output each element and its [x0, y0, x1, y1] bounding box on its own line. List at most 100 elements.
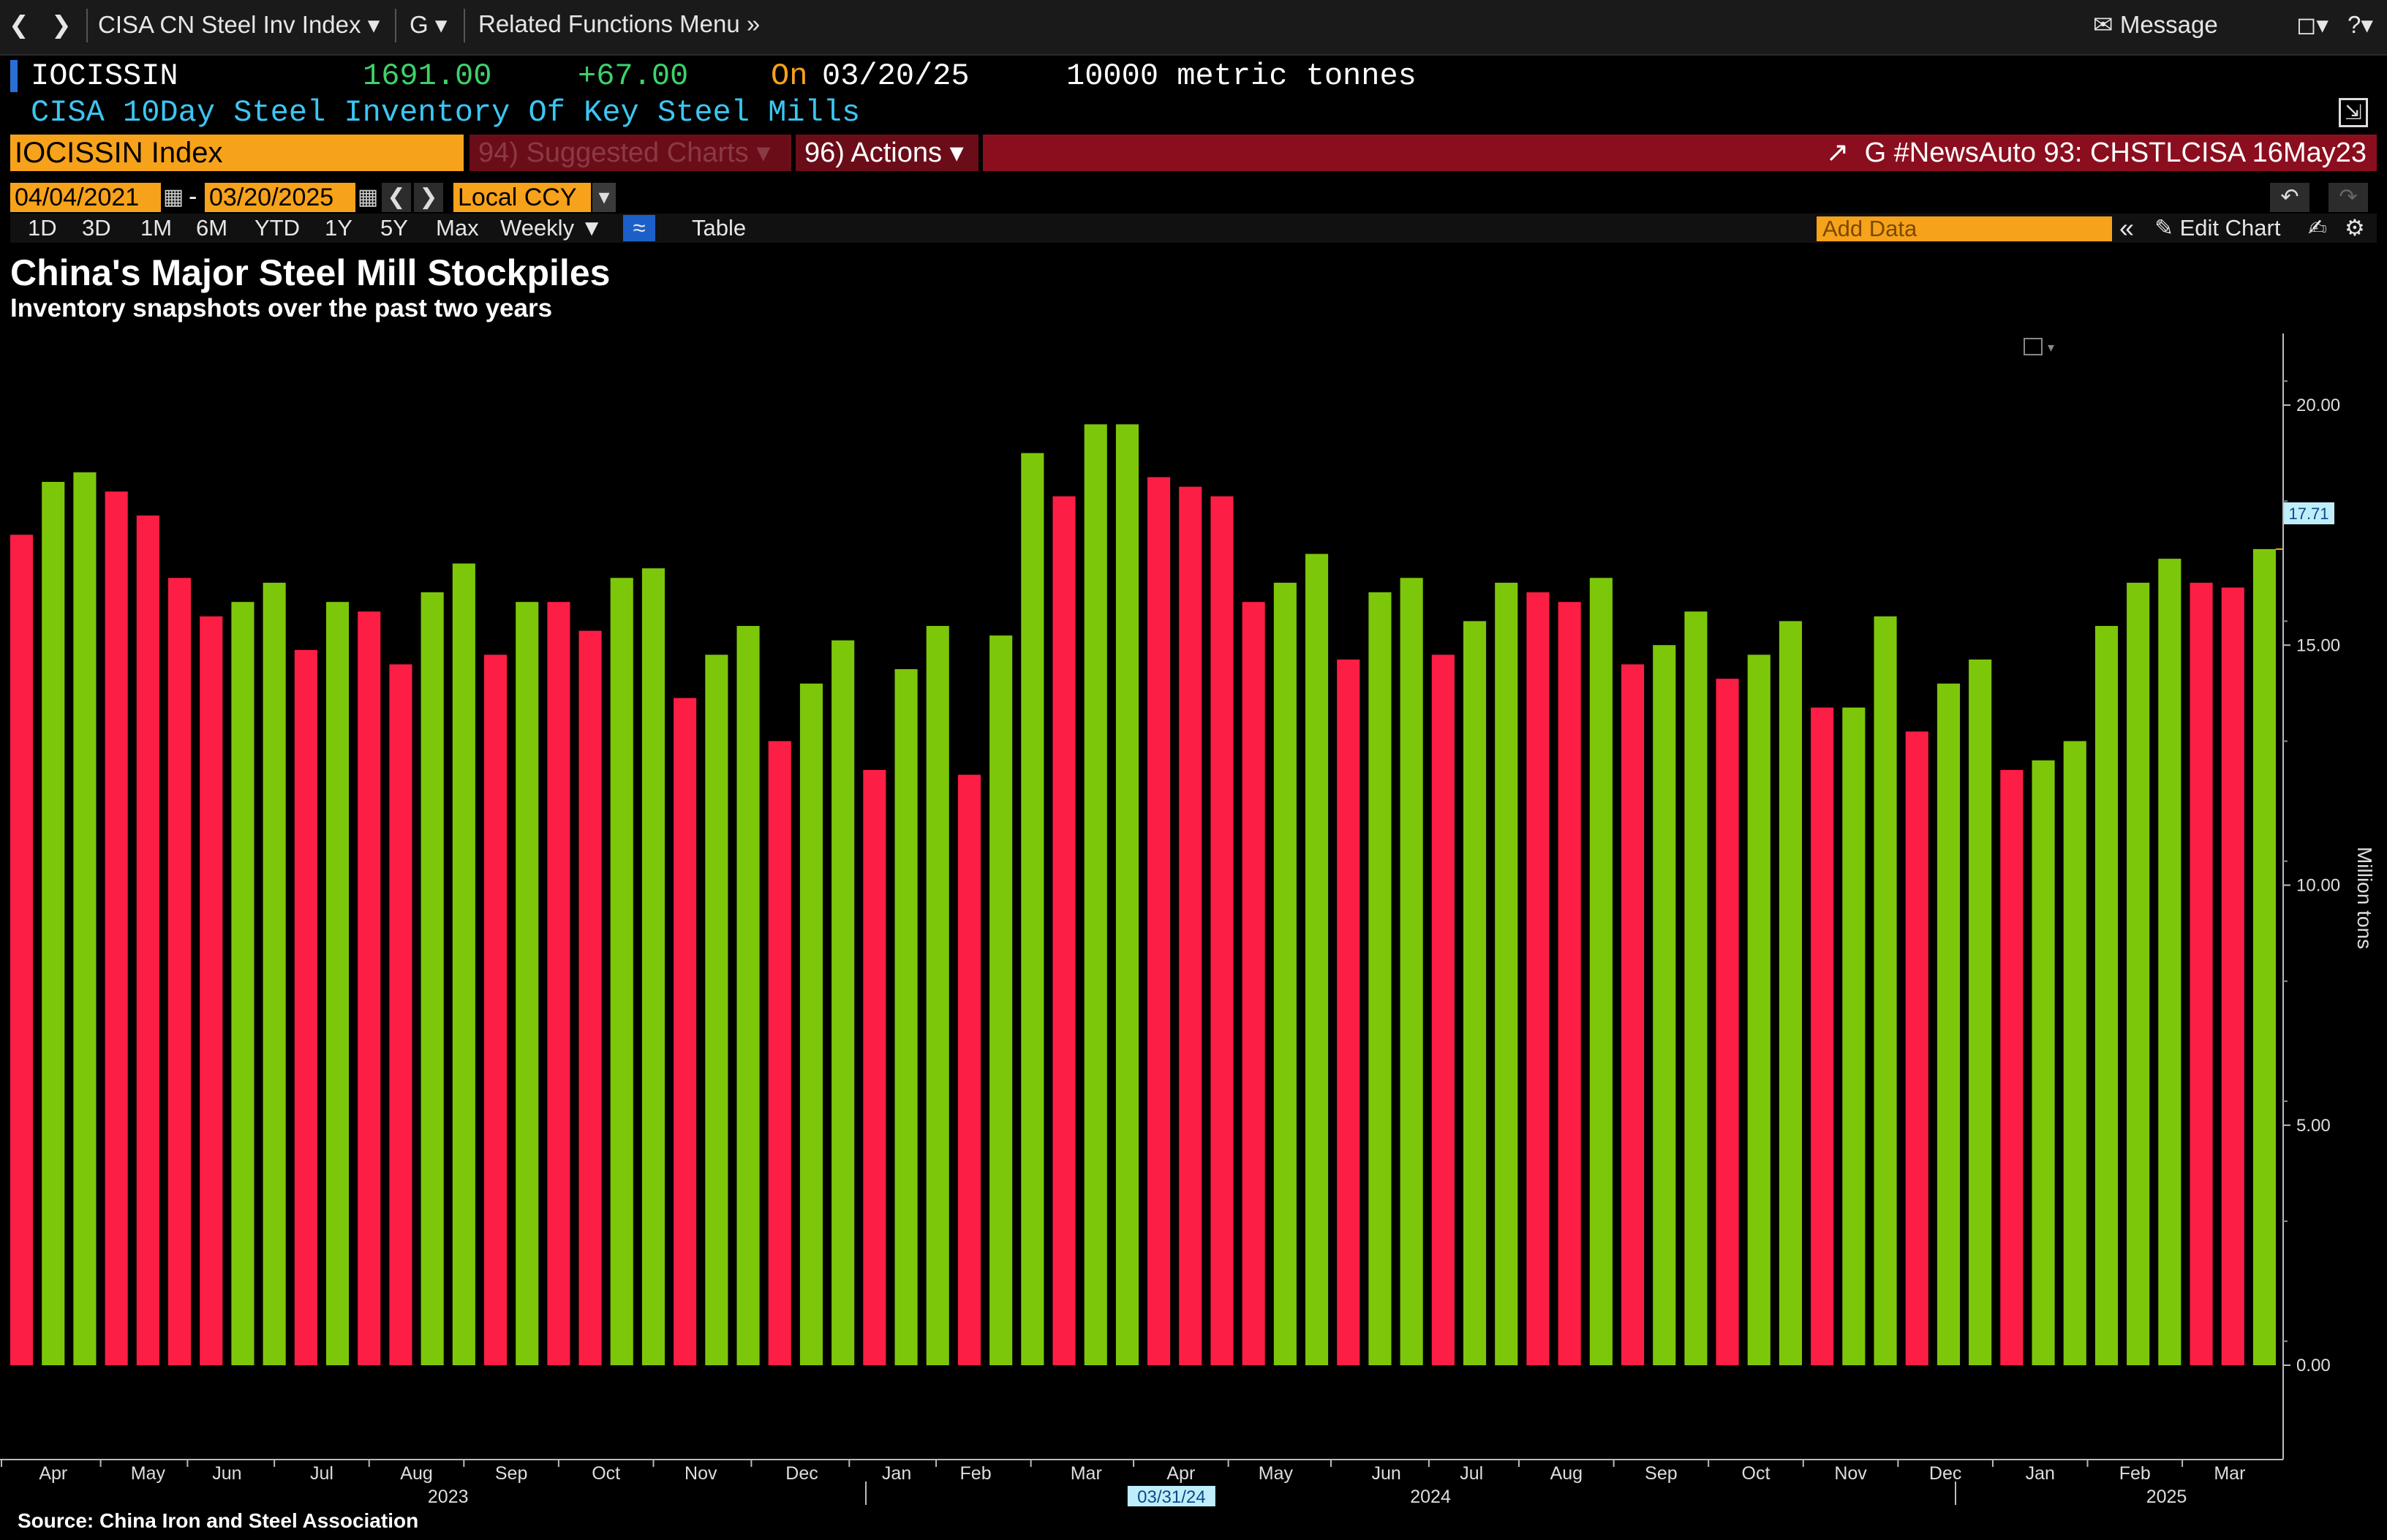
- caret-down-icon[interactable]: ▾: [592, 183, 616, 212]
- edit-chart-button[interactable]: ✎ Edit Chart: [2154, 214, 2280, 243]
- x-month-label: Feb: [960, 1463, 992, 1484]
- chart-bar: [2032, 760, 2055, 1365]
- chart-bar: [484, 654, 508, 1365]
- caret-down-icon: ▾: [756, 137, 771, 168]
- cursor-date-badge: [1127, 1486, 1215, 1506]
- add-data-input[interactable]: Add Data: [1817, 216, 2112, 241]
- chart-bar: [1969, 659, 1992, 1365]
- x-month-label: Sep: [1645, 1463, 1677, 1484]
- annotate-icon[interactable]: ✍: [2308, 215, 2327, 241]
- chart-bar: [263, 582, 286, 1365]
- source-note: Source: China Iron and Steel Association: [18, 1509, 419, 1532]
- chart-bar: [610, 578, 633, 1365]
- chart-bar: [768, 741, 791, 1365]
- x-year-label: 2024: [1410, 1487, 1451, 1506]
- ticker-symbol: IOCISSIN: [31, 58, 178, 94]
- security-name-menu[interactable]: CISA CN Steel Inv Index ▾: [98, 10, 380, 39]
- range-max-button[interactable]: Max: [436, 215, 479, 241]
- y-tick-label: 10.00: [2296, 876, 2340, 896]
- chart-bar: [294, 649, 317, 1365]
- chart-bar: [1842, 707, 1866, 1365]
- chart-bar: [358, 611, 381, 1365]
- date-dash: -: [189, 183, 197, 211]
- security-description: CISA 10Day Steel Inventory Of Key Steel …: [31, 95, 861, 130]
- envelope-icon: ✉: [2093, 11, 2113, 38]
- help-icon[interactable]: ?▾: [2348, 11, 2373, 38]
- back-arrow-icon[interactable]: ❮: [9, 11, 29, 38]
- currency-select[interactable]: Local CCY: [453, 183, 591, 212]
- chart-bar: [326, 602, 350, 1366]
- chart-bar: [2221, 587, 2244, 1365]
- chart-bar: [1621, 664, 1645, 1365]
- x-month-label: Aug: [1550, 1463, 1583, 1484]
- chart-bar: [989, 635, 1013, 1365]
- chart-bar: [2158, 559, 2182, 1365]
- x-month-label: Oct: [592, 1463, 620, 1484]
- chart-bar: [863, 769, 886, 1365]
- g-menu[interactable]: G ▾: [410, 10, 447, 39]
- chart-bar: [73, 472, 97, 1365]
- previous-period-icon[interactable]: ❮: [382, 183, 411, 212]
- units-label: 10000 metric tonnes: [1066, 58, 1417, 94]
- chart-bar: [705, 654, 728, 1365]
- x-month-label: Jan: [882, 1463, 911, 1484]
- calendar-icon[interactable]: ▦: [357, 183, 379, 212]
- collapse-icon[interactable]: «: [2119, 213, 2135, 243]
- chart-bar: [1179, 486, 1202, 1365]
- range-1m-button[interactable]: 1M: [140, 215, 173, 241]
- last-price: 1691.00: [363, 58, 492, 94]
- chart-bar: [736, 626, 760, 1365]
- calendar-icon[interactable]: ▦: [162, 183, 184, 212]
- gear-icon[interactable]: ⚙: [2345, 215, 2365, 241]
- chart-bar: [894, 669, 918, 1365]
- news-headline-link[interactable]: ↗ G #NewsAuto 93: CHSTLCISA 16May23: [983, 135, 2377, 171]
- related-functions-menu[interactable]: Related Functions Menu »: [478, 10, 760, 38]
- chart-bar: [42, 482, 65, 1365]
- command-bar: IOCISSIN Index 94) Suggested Charts ▾ 96…: [10, 135, 2377, 171]
- expand-icon[interactable]: ⇲: [2339, 98, 2368, 127]
- forward-arrow-icon[interactable]: ❯: [51, 11, 72, 38]
- chart-bar: [1495, 582, 1518, 1365]
- x-month-label: Nov: [1834, 1463, 1867, 1484]
- range-6m-button[interactable]: 6M: [196, 215, 228, 241]
- redo-icon[interactable]: ↷: [2328, 183, 2368, 212]
- message-button[interactable]: ✉ Message: [2093, 10, 2218, 39]
- range-3d-button[interactable]: 3D: [82, 215, 111, 241]
- chart-bar: [1684, 611, 1708, 1365]
- chart-bar: [2190, 582, 2213, 1365]
- range-1y-button[interactable]: 1Y: [325, 215, 352, 241]
- security-name-label: CISA CN Steel Inv Index: [98, 11, 361, 38]
- chart-bar: [1400, 578, 1423, 1365]
- x-month-label: Apr: [39, 1463, 67, 1484]
- chart-bar: [1337, 659, 1360, 1365]
- frequency-select[interactable]: Weekly ▼: [500, 214, 603, 243]
- undo-icon[interactable]: ↶: [2270, 183, 2309, 212]
- chart-bar: [926, 626, 949, 1365]
- chart-bar: [1210, 496, 1234, 1366]
- ticker-input[interactable]: IOCISSIN Index: [10, 135, 464, 171]
- range-ytd-button[interactable]: YTD: [254, 215, 300, 241]
- x-month-label: Dec: [1929, 1463, 1961, 1484]
- actions-button[interactable]: 96) Actions ▾: [796, 135, 978, 171]
- chart-bar: [1052, 496, 1076, 1366]
- table-button[interactable]: Table: [692, 215, 747, 241]
- range-toolbar: 1D 3D 1M 6M YTD 1Y 5Y Max Weekly ▼ ≈ Tab…: [10, 214, 2377, 243]
- chart-bar: [105, 491, 128, 1366]
- chart-bar: [10, 535, 34, 1365]
- chart-bar: [2094, 626, 2118, 1365]
- end-date-input[interactable]: 03/20/2025: [205, 183, 355, 212]
- next-period-icon[interactable]: ❯: [414, 183, 443, 212]
- x-month-label: Mar: [2214, 1463, 2245, 1484]
- start-date-input[interactable]: 04/04/2021: [10, 183, 161, 212]
- last-value-badge: [2283, 502, 2334, 524]
- edit-chart-label: Edit Chart: [2179, 215, 2281, 241]
- chart-subtitle: Inventory snapshots over the past two ye…: [10, 294, 553, 322]
- range-1d-button[interactable]: 1D: [28, 215, 57, 241]
- range-5y-button[interactable]: 5Y: [380, 215, 408, 241]
- nav-divider: [86, 9, 88, 42]
- window-menu-icon[interactable]: ◻▾: [2296, 11, 2328, 38]
- line-chart-icon[interactable]: ≈: [623, 215, 655, 241]
- x-month-label: Mar: [1071, 1463, 1102, 1484]
- suggested-charts-button[interactable]: 94) Suggested Charts ▾: [470, 135, 791, 171]
- caret-down-icon: ▼: [580, 215, 603, 241]
